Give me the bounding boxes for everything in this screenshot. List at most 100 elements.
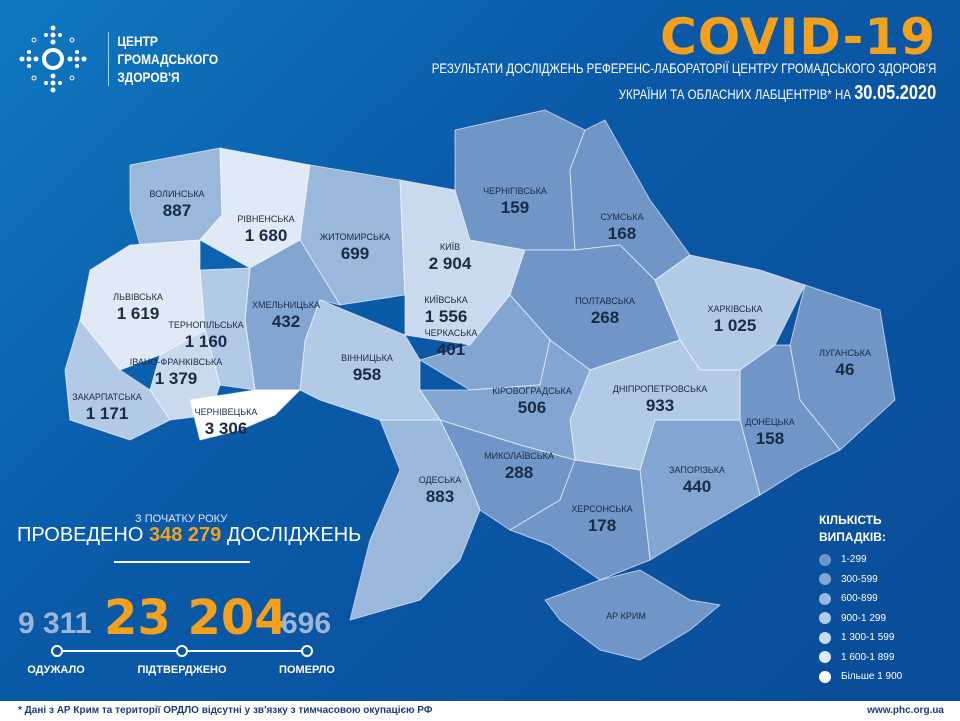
region-name: ХМЕЛЬНИЦЬКА	[251, 300, 321, 310]
region-cases: 1 171	[85, 404, 129, 423]
legend: КІЛЬКІСТЬ ВИПАДКІВ: 1-299 300-599 600-899 9…	[819, 512, 902, 687]
region-name: ЗАПОРІЗЬКА	[669, 465, 725, 475]
org-name-line: ЗДОРОВ'Я	[117, 69, 180, 85]
region-label: СУМСЬКА 168	[600, 212, 644, 243]
org-name: ЦЕНТР ГРОМАДСЬКОГО ЗДОРОВ'Я	[108, 32, 218, 86]
region-label: ІВАНО-ФРАНКІВСЬКА 1 379	[129, 357, 223, 388]
region-label: ЗАПОРІЗЬКА 440	[669, 465, 725, 496]
region-name: ОДЕСЬКА	[418, 475, 462, 485]
legend-label: 600-899	[841, 593, 878, 605]
legend-swatch	[819, 573, 831, 586]
region-cases: 3 306	[204, 419, 248, 438]
confirmed-count: 23 204	[104, 590, 288, 646]
region-name: МИКОЛАЇВСЬКА	[484, 451, 554, 461]
region-name: ХЕРСОНСЬКА	[571, 504, 633, 514]
region-name: АР КРИМ	[606, 611, 646, 621]
legend-swatch	[819, 553, 831, 566]
region-cases: 1 680	[244, 226, 288, 245]
region-cases: 699	[340, 244, 370, 263]
legend-label: Більше 1 900	[841, 671, 903, 683]
website-link[interactable]: www.phc.org.ua	[867, 705, 944, 716]
timeline-dot	[301, 645, 313, 657]
since-label: З ПОЧАТКУ РОКУ	[135, 513, 228, 525]
region-label: ТЕРНОПІЛЬСЬКА 1 160	[168, 320, 244, 351]
logo-icon	[19, 25, 87, 93]
legend-label: 900-1 299	[841, 612, 887, 624]
legend-item: 600-899	[819, 589, 902, 609]
recovered-count: 9 311	[18, 607, 92, 640]
region-label: ДНІПРОПЕТРОВСЬКА 933	[612, 384, 708, 415]
region-label: ЧЕРНІВЕЦЬКА 3 306	[195, 408, 258, 438]
region-label: РІВНЕНСЬКА 1 680	[237, 214, 295, 245]
region-label: ВІННИЦЬКА 958	[341, 354, 393, 384]
region-label: ПОЛТАВСЬКА 268	[575, 296, 635, 327]
recovered-label: ОДУЖАЛО	[27, 664, 85, 676]
legend-label: 1 600-1 899	[841, 651, 895, 663]
region-name: ВОЛИНСЬКА	[149, 189, 205, 199]
legend-item: Більше 1 900	[819, 667, 902, 687]
org-name-line: ЦЕНТР	[117, 33, 158, 49]
region-cases: 1 619	[116, 304, 160, 323]
region-label: ЧЕРКАСЬКА 401	[424, 328, 478, 359]
tests-line: ПРОВЕДЕНО 348 279 ДОСЛІДЖЕНЬ	[17, 524, 361, 547]
confirmed-label: ПІДТВЕРДЖЕНО	[137, 664, 227, 676]
region-name: ПОЛТАВСЬКА	[575, 296, 635, 306]
footnote: * Дані з АР Крим та території ОРДЛО відс…	[18, 705, 433, 716]
region-name: ЖИТОМИРСЬКА	[319, 232, 391, 242]
legend-label: 1 300-1 599	[841, 632, 895, 644]
region-name: ЛЬВІВСЬКА	[113, 292, 163, 302]
legend-item: 900-1 299	[819, 609, 902, 629]
region-label: ЗАКАРПАТСЬКА 1 171	[72, 393, 142, 423]
legend-swatch	[819, 670, 831, 683]
divider	[114, 561, 250, 563]
region-label: МИКОЛАЇВСЬКА 288	[484, 451, 554, 482]
region-cases: 440	[682, 477, 712, 496]
region-label: ЛЬВІВСЬКА 1 619	[113, 292, 163, 323]
region-cases: 158	[755, 429, 785, 448]
region-name: ТЕРНОПІЛЬСЬКА	[168, 320, 244, 330]
region-name: ЧЕРКАСЬКА	[424, 328, 478, 338]
legend-item: 1 600-1 899	[819, 648, 902, 668]
region-cases: 1 556	[424, 307, 468, 326]
deaths-count: 696	[281, 607, 332, 640]
region-cases: 1 379	[154, 369, 198, 388]
legend-swatch	[819, 631, 831, 644]
region-label: ВОЛИНСЬКА 887	[149, 189, 205, 220]
timeline-dot	[176, 645, 188, 657]
region-cases: 401	[436, 340, 466, 359]
region-cases: 958	[352, 365, 382, 384]
region-label: ХАРКІВСЬКА 1 025	[707, 305, 762, 335]
region-label: КИЇВСЬКА 1 556	[424, 295, 468, 326]
region-shape	[544, 569, 722, 661]
legend-item: 1 300-1 599	[819, 628, 902, 648]
region-name: КІРОВОГРАДСЬКА	[492, 386, 572, 396]
tests-count: 348 279	[148, 524, 222, 546]
region-name: ДНІПРОПЕТРОВСЬКА	[612, 384, 708, 394]
region-name: РІВНЕНСЬКА	[237, 214, 295, 224]
region-shape	[508, 459, 651, 581]
deaths-label: ПОМЕРЛО	[279, 664, 335, 676]
region-name: КИЇВСЬКА	[424, 295, 468, 305]
region-cases: 268	[590, 308, 620, 327]
region-name: ЧЕРНІГІВСЬКА	[483, 186, 547, 196]
legend-item: 1-299	[819, 550, 902, 570]
tests-suffix: ДОСЛІДЖЕНЬ	[226, 524, 362, 546]
region-name: ІВАНО-ФРАНКІВСЬКА	[129, 357, 223, 367]
region-cases: 1 160	[184, 332, 228, 351]
region-name: ДОНЕЦЬКА	[745, 417, 795, 427]
region-name: СУМСЬКА	[600, 212, 644, 222]
region-label: ОДЕСЬКА 883	[418, 475, 462, 506]
footer	[0, 701, 960, 721]
legend-label: 1-299	[841, 554, 867, 566]
region-cases: 288	[504, 463, 534, 482]
region-cases: 1 025	[713, 316, 757, 335]
region-cases: 168	[607, 224, 637, 243]
subtitle-line2: УКРАЇНИ ТА ОБЛАСНИХ ЛАБЦЕНТРІВ* НА	[618, 86, 851, 102]
region-label: ЛУГАНСЬКА 46	[819, 349, 871, 379]
legend-item: 300-599	[819, 570, 902, 590]
region-label: ЖИТОМИРСЬКА 699	[319, 232, 391, 263]
region-label: КІРОВОГРАДСЬКА 506	[492, 386, 572, 417]
region-shape	[454, 109, 586, 251]
region-label: АР КРИМ	[606, 612, 646, 624]
